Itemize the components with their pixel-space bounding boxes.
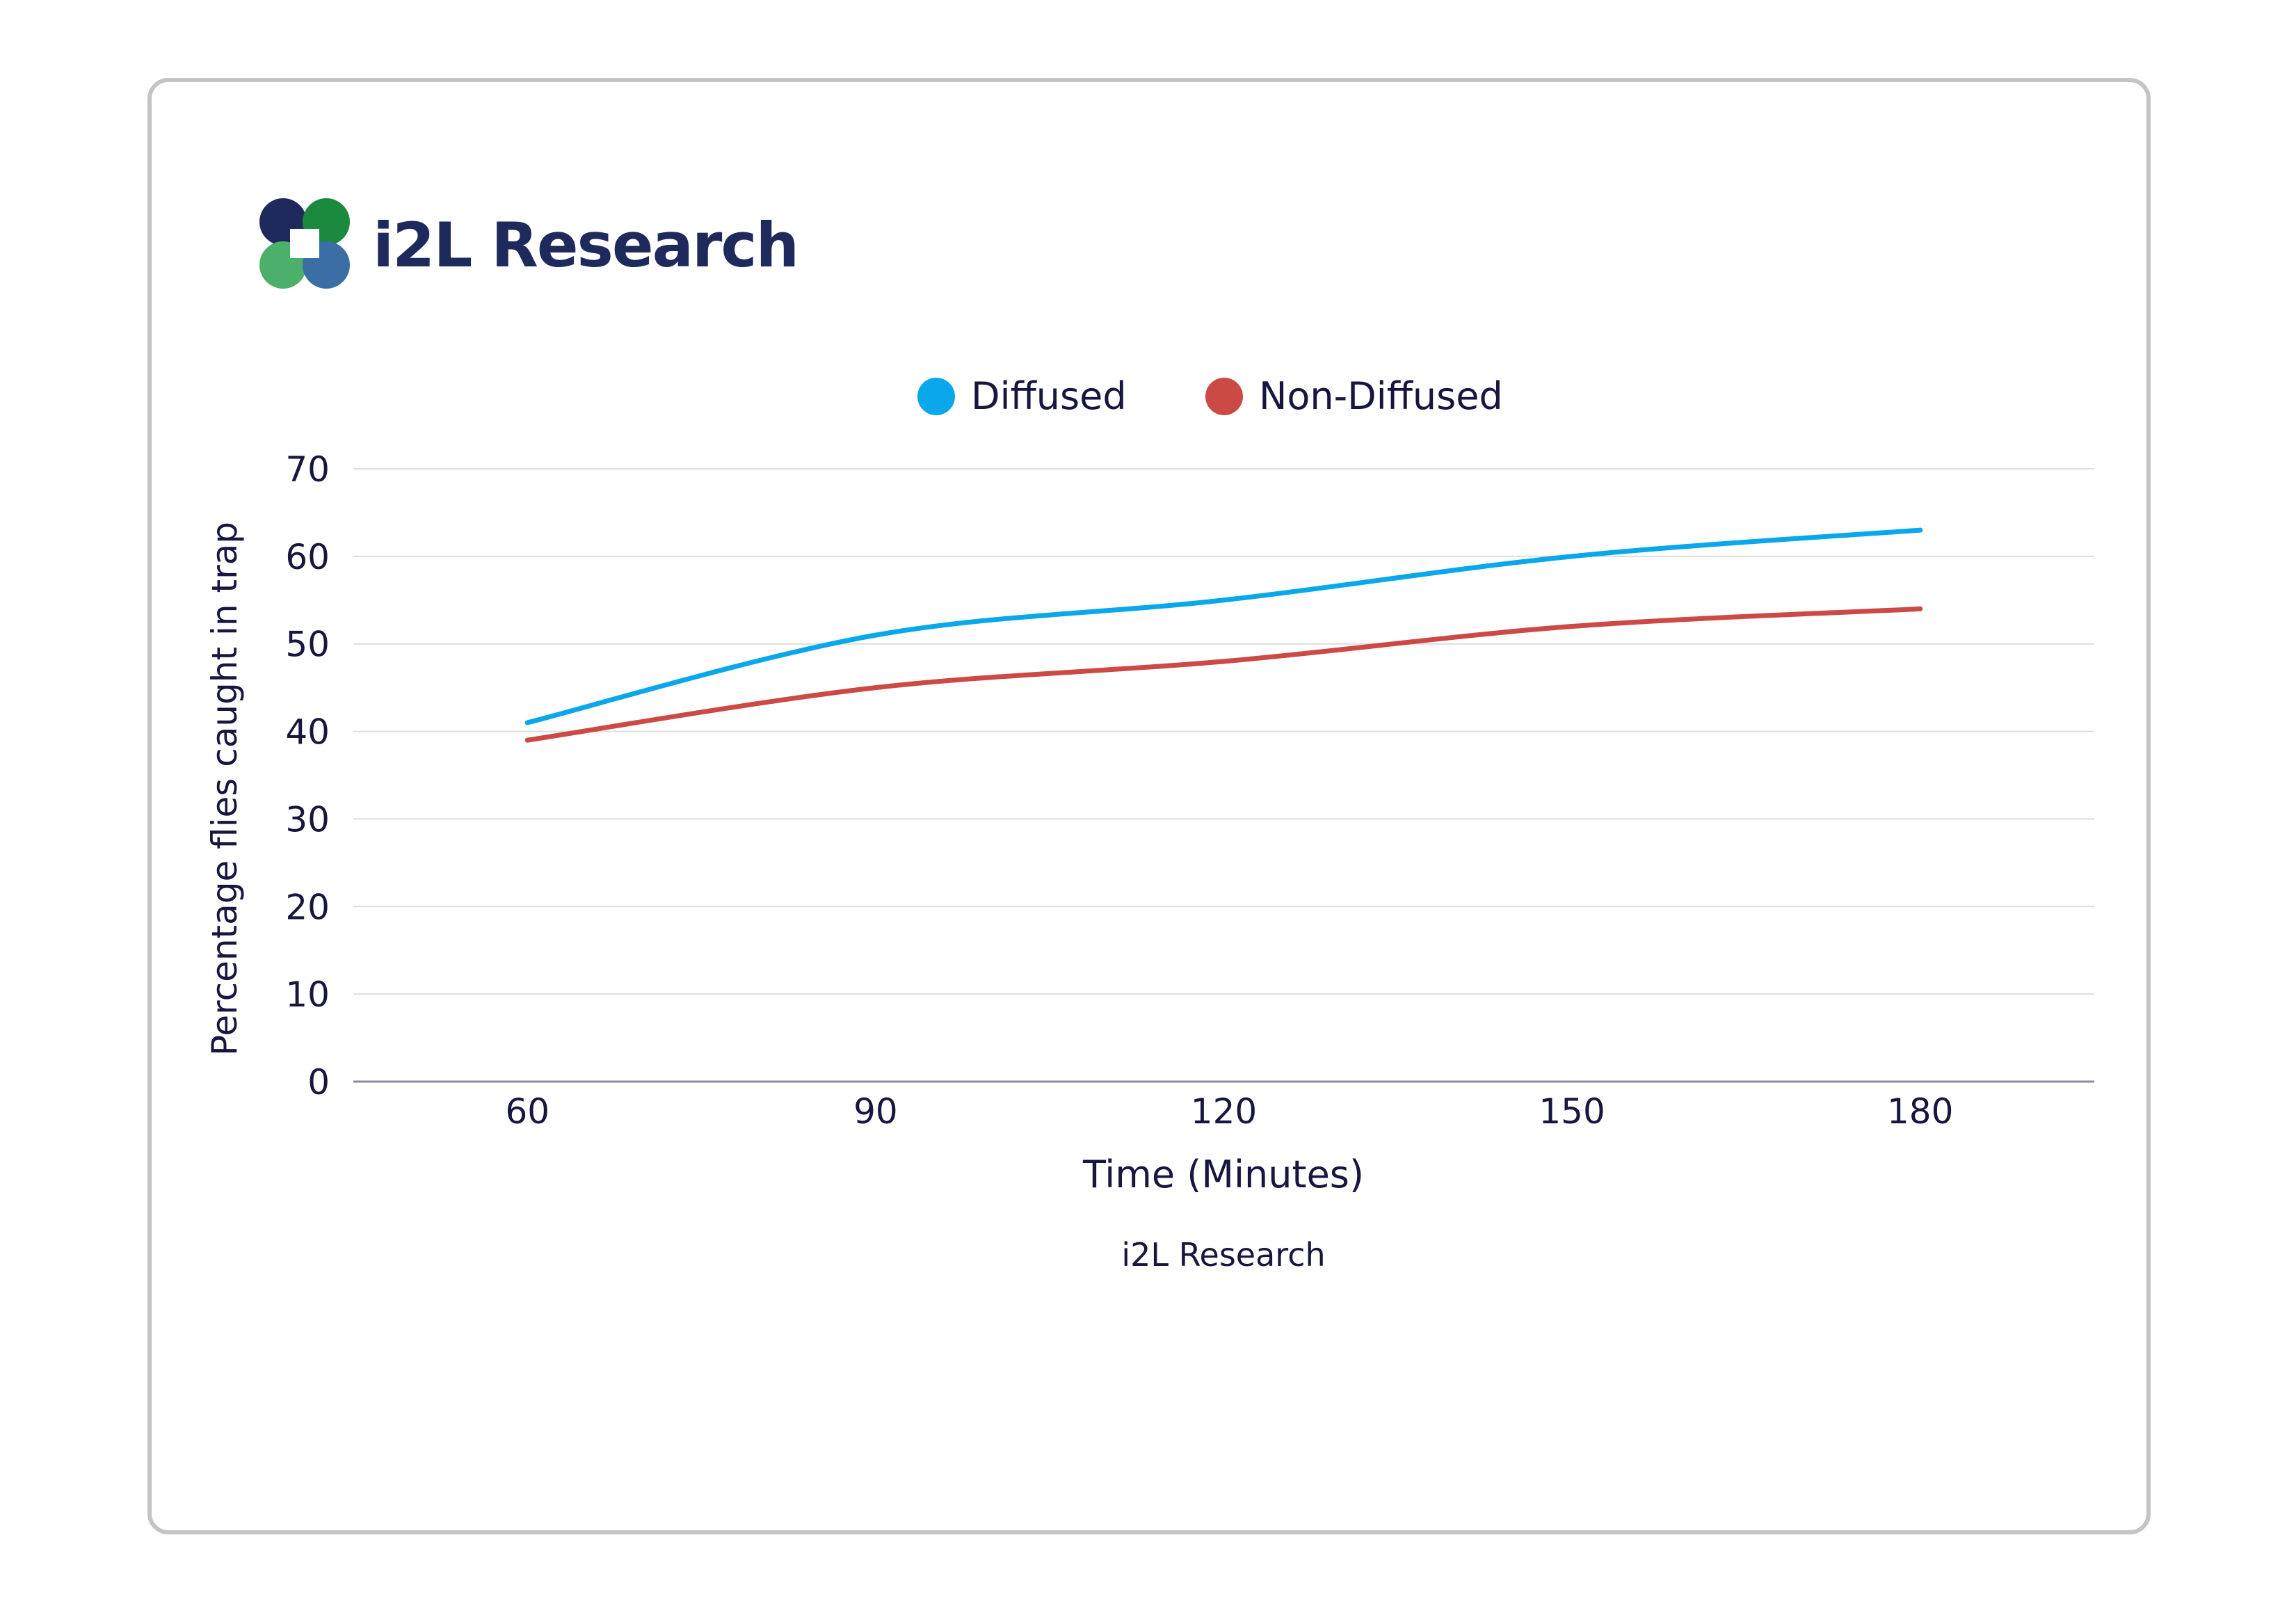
data-point-diffused bbox=[1569, 554, 1575, 559]
y-tick-label: 0 bbox=[307, 1062, 330, 1102]
logo: i2L Research bbox=[259, 198, 799, 289]
legend-marker-diffused bbox=[917, 378, 955, 415]
data-point-diffused bbox=[1221, 597, 1226, 603]
series-layer bbox=[524, 527, 1923, 743]
y-axis-ticks: 0 10 20 30 40 50 60 70 bbox=[285, 449, 330, 1102]
y-tick-label: 50 bbox=[285, 625, 330, 665]
series-line-diffused bbox=[524, 527, 1923, 725]
data-point-diffused bbox=[524, 720, 530, 725]
logo-brand-name: i2L Research bbox=[373, 209, 798, 281]
series-line-non-diffused bbox=[524, 606, 1923, 743]
gridlines bbox=[353, 468, 2094, 995]
legend-marker-non-diffused bbox=[1205, 378, 1243, 415]
data-point-non-diffused bbox=[1221, 659, 1226, 664]
legend: Diffused Non-Diffused bbox=[917, 374, 1503, 418]
y-tick-label: 10 bbox=[285, 974, 330, 1015]
x-axis-ticks: 60 90 120 150 180 bbox=[505, 1091, 1953, 1132]
data-point-non-diffused bbox=[873, 685, 878, 691]
y-tick-label: 60 bbox=[285, 537, 330, 577]
y-tick-label: 30 bbox=[285, 799, 330, 840]
logo-mark-icon bbox=[259, 198, 350, 289]
data-point-diffused bbox=[873, 632, 878, 638]
x-tick-label: 60 bbox=[505, 1091, 549, 1132]
y-tick-label: 40 bbox=[285, 712, 330, 753]
data-point-diffused bbox=[1918, 527, 1923, 533]
chart-card: i2L Research Diffused Non-Diffused 0 10 20… bbox=[147, 78, 2151, 1534]
legend-label-diffused: Diffused bbox=[971, 374, 1127, 418]
data-point-non-diffused bbox=[1569, 624, 1575, 629]
y-tick-label: 70 bbox=[285, 449, 330, 490]
legend-label-non-diffused: Non-Diffused bbox=[1259, 374, 1503, 418]
y-tick-label: 20 bbox=[285, 887, 330, 927]
x-tick-label: 150 bbox=[1539, 1091, 1605, 1132]
x-axis-title: Time (Minutes) bbox=[1082, 1153, 1364, 1196]
source-caption: i2L Research bbox=[1121, 1236, 1325, 1274]
x-tick-label: 180 bbox=[1887, 1091, 1953, 1132]
x-tick-label: 90 bbox=[853, 1091, 898, 1132]
data-point-non-diffused bbox=[1918, 606, 1923, 611]
y-axis-title: Percentage flies caught in trap bbox=[204, 522, 245, 1056]
data-point-non-diffused bbox=[524, 737, 530, 743]
x-tick-label: 120 bbox=[1191, 1091, 1257, 1132]
chart-svg: i2L Research Diffused Non-Diffused 0 10 20… bbox=[204, 198, 2094, 1274]
